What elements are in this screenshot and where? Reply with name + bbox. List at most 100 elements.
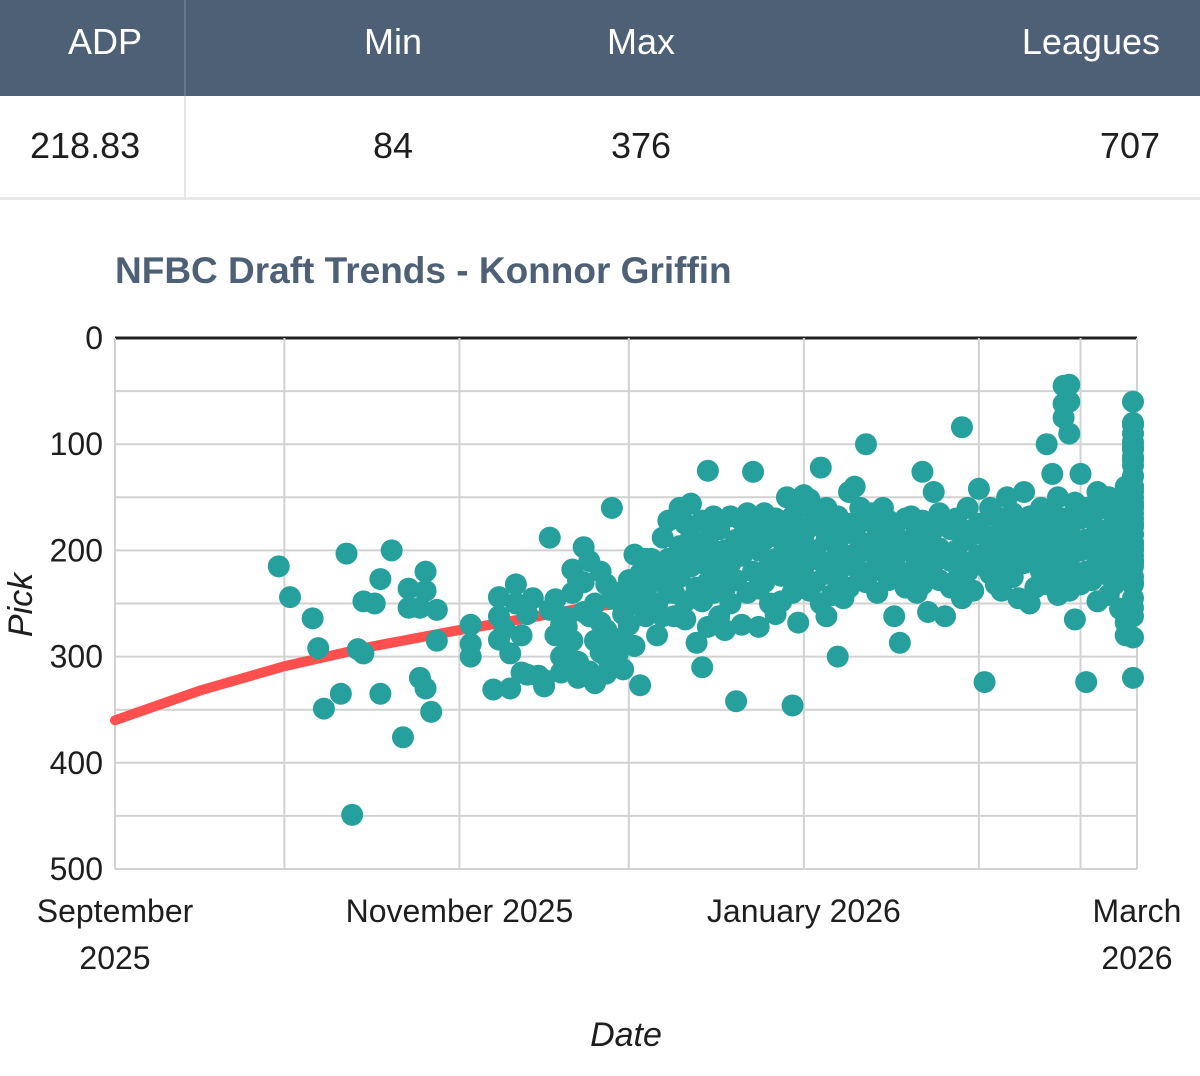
pick-point	[629, 674, 652, 697]
pick-point	[504, 573, 527, 596]
pick-point	[397, 577, 420, 600]
axis-ticks: 0 100 200 300 400 500 September 2025 November 20…	[37, 320, 1182, 976]
pick-point	[329, 682, 352, 705]
pick-point	[533, 675, 556, 698]
pick-point	[482, 678, 505, 701]
pick-point	[623, 634, 646, 657]
pick-point	[1069, 462, 1092, 485]
pick-point	[425, 598, 448, 621]
pick-point	[696, 459, 719, 482]
stats-value-row: 218.83 84 376 707	[0, 96, 1200, 200]
pick-point	[414, 560, 437, 583]
y-axis-label: Pick	[2, 571, 40, 637]
pick-point	[725, 690, 748, 713]
pick-point	[279, 586, 302, 609]
pick-point	[674, 608, 697, 631]
pick-point	[307, 637, 330, 660]
pick-point	[1122, 435, 1144, 458]
pick-point	[391, 726, 414, 749]
pick-point	[883, 605, 906, 628]
pick-point	[544, 588, 567, 611]
pick-points	[267, 373, 1144, 826]
y-tick-label: 100	[50, 426, 103, 462]
pick-point	[651, 526, 674, 549]
pick-point	[956, 496, 979, 519]
pick-point	[934, 605, 957, 628]
value-max: 376	[610, 125, 672, 166]
pick-point	[1058, 373, 1081, 396]
y-tick-label: 200	[50, 532, 103, 568]
pick-point	[781, 694, 804, 717]
pick-point	[691, 656, 714, 679]
pick-point	[911, 460, 934, 483]
pick-point	[363, 592, 386, 615]
pick-point	[600, 496, 623, 519]
pick-point	[826, 645, 849, 668]
pick-point	[1122, 494, 1144, 517]
y-tick-label: 300	[50, 639, 103, 675]
header-adp[interactable]: ADP	[68, 21, 143, 62]
pick-point	[747, 615, 770, 638]
stats-table: ADP Min Max Leagues 218.83 84 376 707	[0, 0, 1200, 200]
pick-point	[617, 613, 640, 636]
pick-point	[1122, 414, 1144, 437]
pick-point	[787, 611, 810, 634]
pick-point	[1122, 512, 1144, 535]
pick-point	[854, 433, 877, 456]
x-axis-label: Date	[590, 1016, 662, 1054]
pick-point	[521, 587, 544, 610]
y-tick-label: 500	[50, 851, 103, 887]
pick-point	[1075, 671, 1098, 694]
pick-point	[459, 645, 482, 668]
header-min[interactable]: Min	[363, 21, 422, 62]
pick-point	[380, 539, 403, 562]
pick-point	[499, 677, 522, 700]
pick-point	[1063, 608, 1086, 631]
x-tick-label: September 2025	[37, 893, 194, 976]
pick-point	[408, 596, 431, 619]
pick-point	[425, 629, 448, 652]
pick-point	[493, 617, 516, 640]
pick-point	[719, 592, 742, 615]
pick-point	[1122, 475, 1144, 498]
pick-point	[1013, 480, 1036, 503]
pick-point	[888, 631, 911, 654]
pick-point	[538, 526, 561, 549]
value-min: 84	[372, 125, 414, 166]
pick-point	[267, 555, 290, 578]
pick-point	[922, 480, 945, 503]
pick-point	[414, 579, 437, 602]
header-max[interactable]: Max	[606, 21, 675, 62]
pick-point	[550, 661, 573, 684]
pick-point	[459, 613, 482, 636]
column-divider	[184, 0, 186, 96]
pick-point	[301, 607, 324, 630]
pick-point	[1122, 666, 1144, 689]
pick-point	[369, 682, 392, 705]
pick-point	[967, 477, 990, 500]
x-tick-label: January 2026	[707, 893, 901, 929]
pick-point	[1122, 390, 1144, 413]
pick-point	[646, 624, 669, 647]
pick-point	[420, 700, 443, 723]
header-leagues[interactable]: Leagues	[1021, 21, 1160, 62]
y-tick-label: 400	[50, 745, 103, 781]
value-adp: 218.83	[30, 125, 141, 166]
x-tick-label: March 2026	[1093, 893, 1182, 976]
pick-point	[798, 488, 821, 511]
pick-point	[312, 697, 335, 720]
pick-point	[679, 492, 702, 515]
pick-point	[335, 542, 358, 565]
pick-point	[742, 460, 765, 483]
pick-point	[685, 631, 708, 654]
pick-point	[730, 613, 753, 636]
pick-point	[583, 592, 606, 615]
pick-point	[973, 671, 996, 694]
pick-point	[1058, 390, 1081, 413]
pick-point	[809, 456, 832, 479]
pick-point	[510, 624, 533, 647]
stats-header-row: ADP Min Max Leagues	[0, 0, 1200, 96]
pick-point	[962, 579, 985, 602]
pick-point	[1122, 596, 1144, 619]
pick-point	[499, 642, 522, 665]
